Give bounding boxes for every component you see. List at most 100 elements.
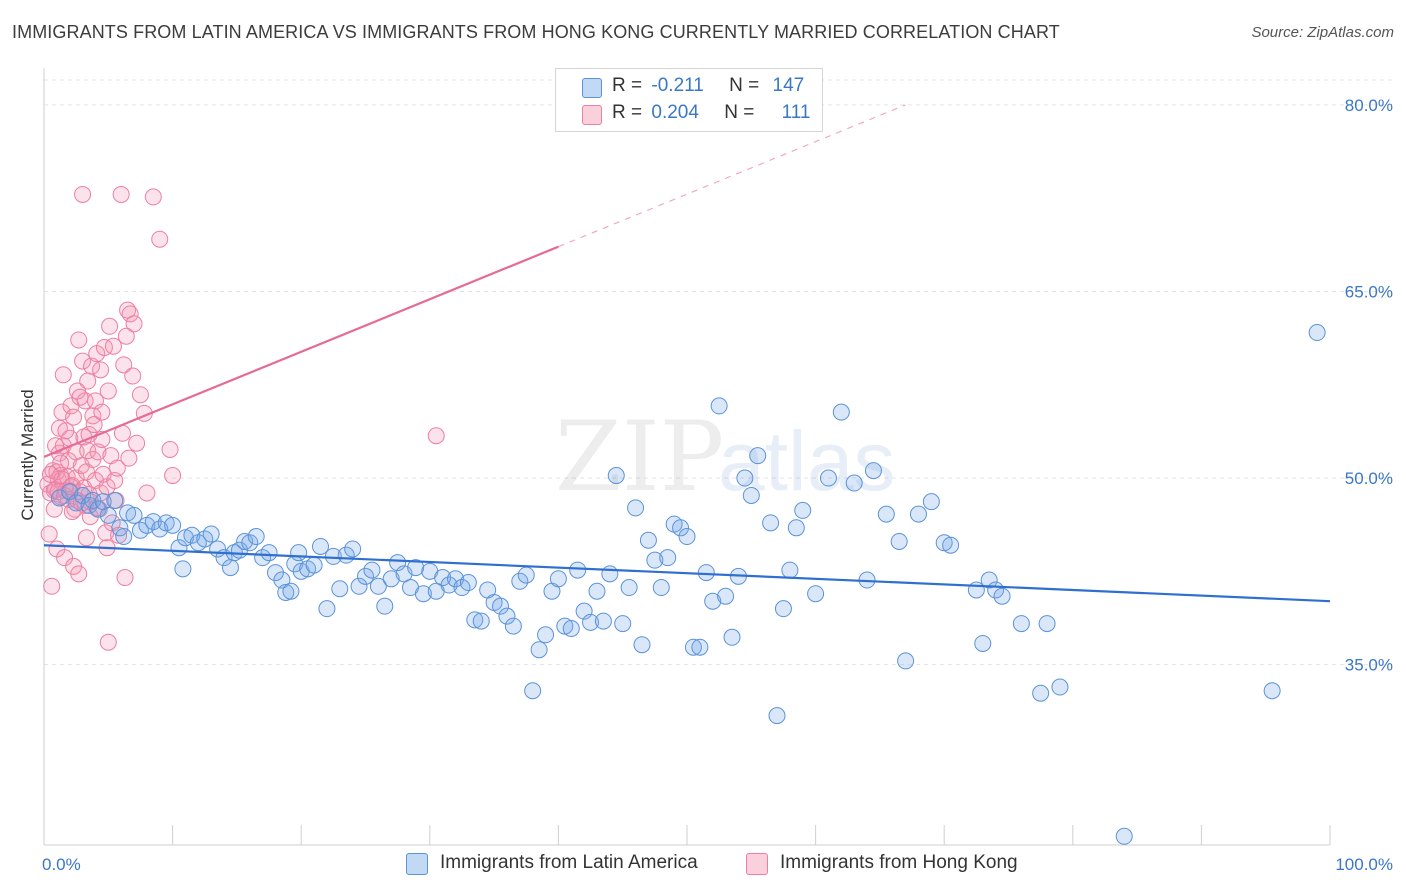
point-hong-kong — [131, 386, 149, 404]
trend-lines — [43, 104, 1331, 603]
point-latin-america — [511, 572, 529, 590]
y-axis-title: Currently Married — [18, 389, 37, 520]
point-latin-america — [282, 582, 300, 600]
point-hong-kong — [144, 188, 162, 206]
point-latin-america — [363, 561, 381, 579]
legend-r-label: R = — [612, 75, 643, 96]
point-latin-america — [492, 597, 510, 615]
point-latin-america — [588, 582, 606, 600]
point-latin-america — [344, 540, 362, 558]
point-hong-kong — [104, 337, 122, 355]
point-latin-america — [723, 628, 741, 646]
point-latin-america — [1308, 324, 1326, 342]
point-hong-kong — [65, 408, 83, 426]
point-latin-america — [440, 576, 458, 594]
source-label: Source: ZipAtlas.com — [1251, 24, 1394, 41]
point-latin-america — [678, 528, 696, 546]
point-hong-kong — [54, 366, 72, 384]
point-hong-kong — [70, 565, 88, 583]
point-latin-america — [350, 577, 368, 595]
point-latin-america — [164, 516, 182, 534]
point-hong-kong — [138, 484, 156, 502]
bottom-legend-swatch-blue — [406, 853, 428, 875]
point-latin-america — [877, 505, 895, 523]
x-tick-label: 100.0% — [1335, 855, 1393, 874]
point-latin-america — [659, 549, 677, 567]
point-latin-america — [864, 462, 882, 480]
point-latin-america — [549, 570, 567, 588]
point-latin-america — [710, 397, 728, 415]
point-latin-america — [774, 600, 792, 618]
y-tick-label: 80.0% — [1345, 96, 1393, 115]
point-hong-kong — [99, 382, 117, 400]
point-latin-america — [614, 615, 632, 633]
point-latin-america — [318, 600, 336, 618]
point-latin-america — [697, 564, 715, 582]
point-latin-america — [1038, 615, 1056, 633]
legend-n-label: N = — [729, 75, 760, 96]
point-hong-kong — [101, 317, 119, 335]
point-latin-america — [221, 559, 239, 577]
point-latin-america — [620, 579, 638, 597]
point-latin-america — [99, 506, 117, 524]
point-latin-america — [151, 520, 169, 538]
point-latin-america — [290, 544, 308, 562]
point-hong-kong — [120, 449, 138, 467]
point-latin-america — [382, 570, 400, 588]
y-tick-label: 35.0% — [1345, 656, 1393, 675]
point-latin-america — [111, 519, 129, 537]
point-hong-kong — [427, 427, 445, 445]
point-latin-america — [762, 514, 780, 532]
point-latin-america — [639, 531, 657, 549]
point-hong-kong — [93, 403, 111, 421]
point-hong-kong — [43, 577, 61, 595]
series-latin-america-points — [50, 324, 1326, 845]
watermark-atlas: atlas — [718, 414, 895, 508]
legend-swatch-pink — [582, 105, 602, 125]
point-latin-america — [562, 620, 580, 638]
point-latin-america — [74, 486, 92, 504]
point-latin-america — [504, 617, 522, 635]
point-latin-america — [305, 556, 323, 574]
point-hong-kong — [70, 331, 88, 349]
point-latin-america — [260, 544, 278, 562]
point-latin-america — [414, 585, 432, 603]
point-hong-kong — [74, 352, 92, 370]
legend-r-value-blue: -0.211 — [651, 75, 704, 96]
point-hong-kong — [117, 327, 135, 345]
point-hong-kong — [125, 315, 143, 333]
trend-line-hong-kong — [43, 245, 559, 458]
point-latin-america — [125, 506, 143, 524]
point-latin-america — [627, 499, 645, 517]
legend-swatch-blue — [582, 78, 602, 98]
point-latin-america — [472, 612, 490, 630]
point-latin-america — [369, 577, 387, 595]
point-latin-america — [646, 551, 664, 569]
point-latin-america — [922, 493, 940, 511]
point-latin-america — [768, 707, 786, 725]
point-latin-america — [115, 528, 133, 546]
point-latin-america — [1115, 827, 1133, 845]
point-hong-kong — [116, 569, 134, 587]
bottom-legend-swatch-pink — [746, 853, 768, 875]
point-hong-kong — [52, 454, 70, 472]
point-hong-kong — [74, 185, 92, 203]
point-latin-america — [357, 567, 374, 585]
point-hong-kong — [41, 465, 59, 483]
point-hong-kong — [56, 549, 74, 567]
legend-r-value-pink: 0.204 — [651, 102, 699, 123]
watermark: ZIP atlas — [555, 401, 895, 513]
point-latin-america — [1263, 682, 1281, 700]
point-latin-america — [993, 587, 1011, 605]
point-latin-america — [466, 611, 484, 629]
point-hong-kong — [164, 467, 182, 485]
point-latin-america — [742, 486, 760, 504]
point-hong-kong — [79, 372, 97, 390]
point-latin-america — [569, 561, 587, 579]
point-latin-america — [832, 403, 850, 421]
point-hong-kong — [151, 230, 169, 248]
point-hong-kong — [92, 361, 110, 379]
point-latin-america — [459, 574, 477, 592]
point-latin-america — [582, 613, 600, 631]
point-latin-america — [530, 641, 548, 659]
